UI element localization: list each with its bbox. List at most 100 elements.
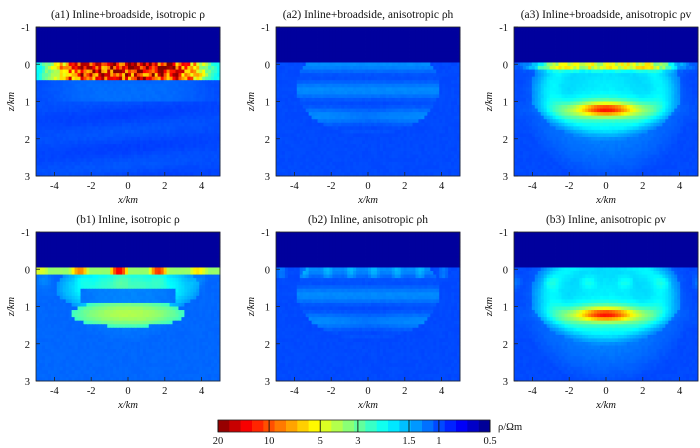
heatmap-cell	[47, 172, 52, 177]
heatmap-cell	[427, 55, 431, 60]
heatmap-cell	[128, 105, 132, 109]
heatmap-cell	[163, 48, 167, 53]
heatmap-cell	[394, 97, 399, 102]
heatmap-cell	[350, 87, 354, 92]
heatmap-cell	[368, 27, 372, 31]
heatmap-cell	[278, 136, 283, 141]
heatmap-cell	[101, 168, 105, 173]
heatmap-cell	[41, 108, 46, 113]
heatmap-cell	[373, 105, 378, 109]
heatmap-cell	[56, 44, 61, 49]
heatmap-cell	[400, 94, 405, 99]
heatmap-cell	[154, 101, 159, 106]
heatmap-cell	[56, 122, 61, 127]
heatmap-cell	[36, 105, 40, 109]
heatmap-cell	[166, 90, 170, 95]
heatmap-cell	[445, 154, 449, 159]
heatmap-cell	[376, 122, 381, 127]
heatmap-cell	[433, 51, 437, 56]
heatmap-cell	[128, 44, 132, 49]
heatmap-cell	[424, 151, 428, 156]
heatmap-cell	[451, 83, 455, 88]
heatmap-cell	[436, 136, 440, 141]
heatmap-cell	[326, 158, 330, 163]
heatmap-cell	[332, 158, 336, 163]
heatmap-cell	[332, 58, 336, 63]
heatmap-cell	[160, 105, 165, 109]
heatmap-cell	[338, 34, 342, 39]
heatmap-cell	[388, 90, 393, 95]
heatmap-cell	[107, 27, 111, 31]
heatmap-cell	[433, 73, 437, 78]
heatmap-cell	[424, 115, 428, 120]
heatmap-cell	[178, 133, 182, 138]
heatmap-cell	[47, 161, 52, 166]
heatmap-cell	[421, 119, 425, 124]
heatmap-cell	[199, 87, 203, 92]
heatmap-cell	[181, 48, 185, 53]
heatmap-cell	[107, 51, 111, 56]
heatmap-cell	[344, 115, 348, 120]
heatmap-cell	[332, 69, 336, 74]
heatmap-cell	[214, 129, 218, 134]
heatmap-cell	[139, 122, 144, 127]
heatmap-cell	[359, 126, 363, 131]
heatmap-cell	[205, 112, 209, 117]
heatmap-cell	[163, 80, 167, 85]
heatmap-cell	[412, 129, 416, 134]
heatmap-cell	[104, 94, 108, 99]
heatmap-cell	[317, 105, 321, 109]
heatmap-cell	[59, 115, 64, 120]
heatmap-cell	[59, 66, 64, 70]
heatmap-cell	[92, 165, 96, 170]
heatmap-cell	[368, 58, 372, 63]
heatmap-cell	[457, 44, 461, 49]
heatmap-cell	[397, 94, 402, 99]
heatmap-cell	[430, 126, 434, 131]
heatmap-cell	[457, 108, 461, 113]
heatmap-cell	[41, 133, 46, 138]
heatmap-cell	[353, 94, 357, 99]
heatmap-cell	[148, 97, 153, 102]
heatmap-cell	[142, 37, 147, 42]
heatmap-cell	[391, 126, 396, 131]
heatmap-cell	[184, 73, 188, 78]
heatmap-cell	[47, 30, 52, 35]
heatmap-cell	[350, 76, 354, 81]
heatmap-cell	[400, 44, 405, 49]
heatmap-cell	[62, 51, 67, 56]
heatmap-cell	[302, 119, 307, 124]
heatmap-cell	[388, 58, 393, 63]
heatmap-cell	[125, 69, 129, 74]
heatmap-cell	[59, 69, 64, 74]
heatmap-cell	[190, 172, 194, 177]
heatmap-cell	[166, 122, 170, 127]
heatmap-cell	[320, 62, 324, 67]
heatmap-cell	[317, 41, 321, 46]
heatmap-cell	[83, 140, 87, 145]
heatmap-cell	[154, 126, 159, 131]
heatmap-cell	[119, 151, 123, 156]
heatmap-cell	[317, 27, 321, 31]
heatmap-cell	[397, 41, 402, 46]
heatmap-cell	[128, 133, 132, 138]
heatmap-cell	[365, 112, 369, 117]
heatmap-cell	[314, 144, 318, 149]
heatmap-cell	[409, 108, 413, 113]
heatmap-cell	[421, 37, 425, 42]
heatmap-cell	[98, 154, 102, 159]
heatmap-cell	[427, 101, 431, 106]
heatmap-cell	[457, 41, 461, 46]
heatmap-cell	[36, 76, 40, 81]
x-tick-label: -2	[87, 181, 96, 192]
heatmap-cell	[287, 48, 292, 53]
heatmap-cell	[311, 90, 315, 95]
heatmap-cell	[382, 58, 387, 63]
heatmap-cell	[448, 115, 452, 120]
heatmap-cell	[50, 62, 55, 67]
heatmap-cell	[113, 105, 117, 109]
heatmap-cell	[178, 94, 182, 99]
heatmap-cell	[388, 41, 393, 46]
heatmap-cell	[391, 37, 396, 42]
heatmap-cell	[92, 48, 96, 53]
